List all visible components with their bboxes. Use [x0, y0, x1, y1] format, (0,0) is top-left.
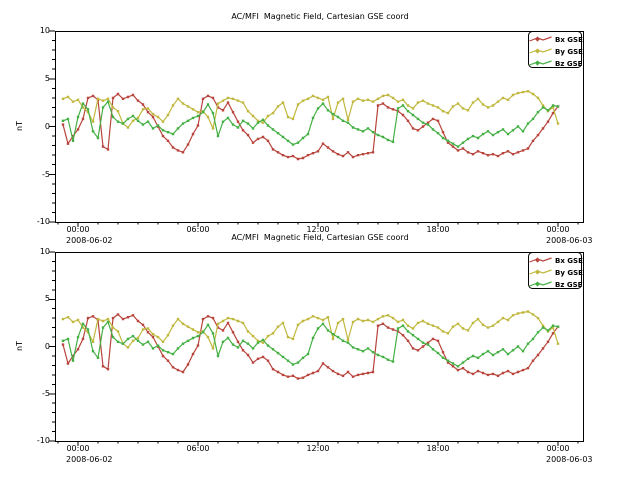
panel2-legend-sample-by — [529, 269, 552, 275]
panel2-legend-bx: Bx GSE — [555, 257, 583, 265]
panel1-ytick-m10: -10 — [36, 217, 50, 226]
panel1-xtick-1200: 12:00 — [306, 225, 330, 234]
panel1-legend-box — [528, 31, 582, 68]
panel2-series-by-line — [62, 310, 559, 349]
panel2-legend-bz: Bz GSE — [555, 281, 583, 289]
panel2-ytick-m5: -5 — [42, 389, 50, 398]
panel1-date-start: 2008-06-02 — [66, 236, 113, 245]
panel2-title: AC/MFI Magnetic Field, Cartesian GSE coo… — [231, 233, 409, 242]
panel2-date-end: 2008-06-03 — [546, 455, 593, 464]
panel1-frame — [55, 31, 584, 223]
panel2-ytick-5: 5 — [44, 294, 50, 303]
panel2-series-bz-line — [62, 321, 559, 367]
panel2-legend-sample-bz — [529, 281, 552, 287]
panel1-legend-bx: Bx GSE — [555, 36, 583, 44]
panel2-legend-marker-by — [534, 269, 541, 275]
panel1-legend-bz: Bz GSE — [555, 60, 583, 68]
panel2-legend-marker-bx — [534, 257, 541, 263]
panel2-legend-box — [528, 252, 582, 289]
panel2-ytick-0: 0 — [44, 342, 50, 351]
panel1-legend-marker-bx — [534, 36, 541, 42]
panel2-frame — [55, 252, 584, 442]
panel2-xtick-0000a: 00:00 — [66, 444, 90, 453]
panel1-legend-by: By GSE — [555, 48, 583, 56]
panel1-legend-sample-bz — [529, 60, 552, 66]
panel2-xtick-1800: 18:00 — [426, 444, 450, 453]
panel1-series-by-markers — [61, 90, 560, 130]
panel1-legend-sample-by — [529, 48, 552, 54]
panel2-series-by-markers — [61, 310, 560, 350]
panel1-legend-sample-bx — [529, 36, 552, 42]
panel2-legend-marker-bz — [534, 281, 541, 287]
panel2-legend-by: By GSE — [555, 269, 583, 277]
panel1-series-bz-line — [62, 101, 559, 148]
panel1-legend-marker-bz — [534, 60, 541, 66]
panel1-ytick-m5: -5 — [42, 170, 50, 179]
panel2-date-start: 2008-06-02 — [66, 455, 113, 464]
panel2-ytick-m10: -10 — [36, 436, 50, 445]
panel1-xtick-0600: 06:00 — [186, 225, 210, 234]
panel2-xtick-0000b: 00:00 — [546, 444, 570, 453]
panel2-legend-sample-bx — [529, 257, 552, 263]
panel1-legend-marker-by — [534, 48, 541, 54]
panel1-ytick-5: 5 — [44, 74, 50, 83]
panel1-ticks — [49, 30, 579, 227]
panel1-xtick-0000a: 00:00 — [66, 225, 90, 234]
panel1-ytick-10: 10 — [39, 26, 50, 35]
panel1-title: AC/MFI Magnetic Field, Cartesian GSE coo… — [231, 12, 409, 21]
panel1-xtick-1800: 18:00 — [426, 225, 450, 234]
panel2-xtick-1200: 12:00 — [306, 444, 330, 453]
panel2-ytick-10: 10 — [39, 247, 50, 256]
panel1-xtick-0000b: 00:00 — [546, 225, 570, 234]
panel1-ytick-0: 0 — [44, 122, 50, 131]
panel2-xtick-0600: 06:00 — [186, 444, 210, 453]
panel1-date-end: 2008-06-03 — [546, 236, 593, 245]
panel2-ticks — [49, 251, 579, 446]
panel1-series-by-line — [62, 90, 559, 129]
